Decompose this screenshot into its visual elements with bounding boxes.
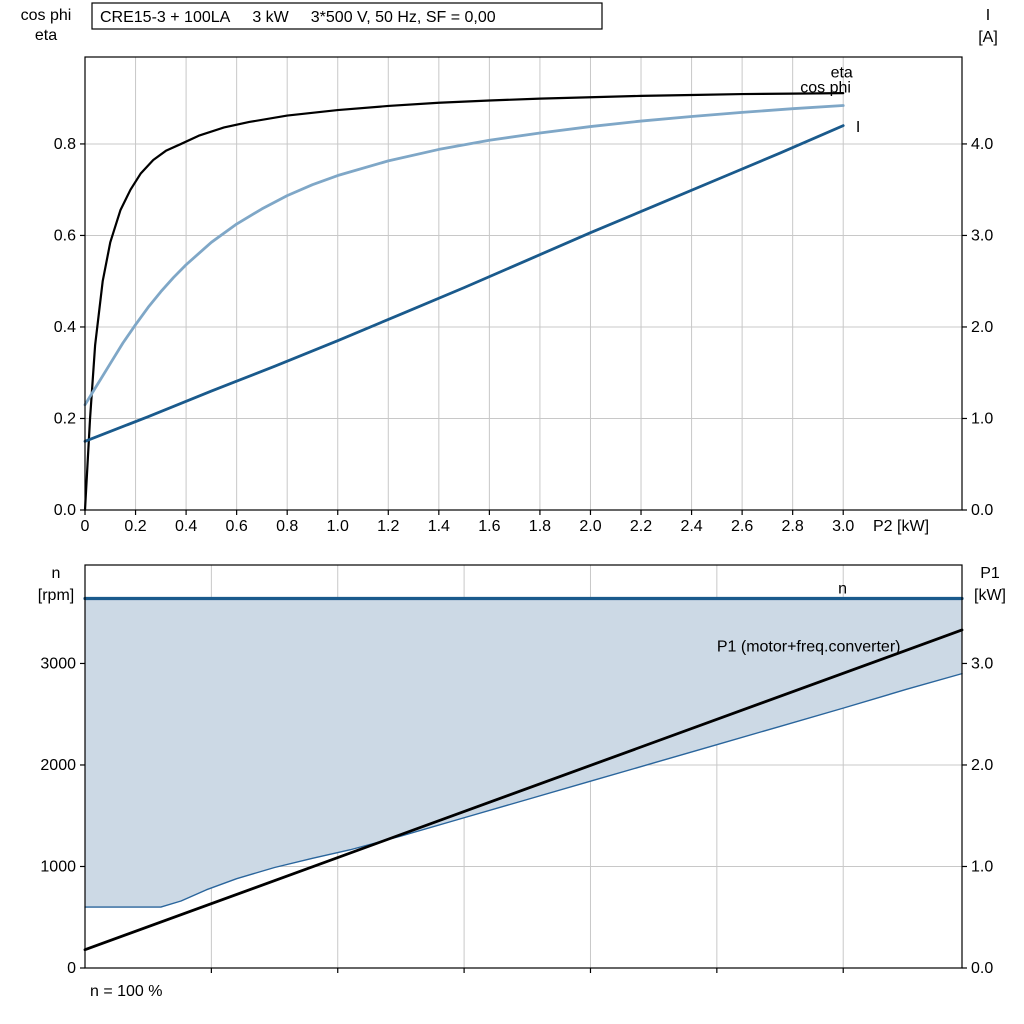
right-tick-label: 3.0 (971, 655, 993, 672)
left-tick-label: 0.8 (54, 136, 76, 153)
left-axis-corner-label: cos phi (21, 7, 72, 24)
right-tick-label: 1.0 (971, 410, 993, 427)
right-axis-corner-label: [kW] (974, 587, 1006, 604)
x-tick-label: 0 (81, 518, 90, 535)
series-label-P1: P1 (motor+freq.converter) (717, 638, 901, 655)
series-cos-phi (83, 104, 845, 407)
chart-title-box (91, 2, 603, 30)
x-tick-label: 0.2 (124, 518, 146, 535)
series-n-load (84, 672, 963, 908)
right-tick-label: 0.0 (971, 502, 993, 519)
x-tick-label: 3.0 (832, 518, 854, 535)
duty-range-fill (85, 598, 962, 908)
x-tick-label: 2.6 (731, 518, 753, 535)
right-tick-label: 2.0 (971, 319, 993, 336)
x-tick-label: 2.0 (579, 518, 601, 535)
left-tick-label: 2000 (40, 757, 76, 774)
left-tick-label: 3000 (40, 655, 76, 672)
right-axis-corner-label: [A] (978, 29, 998, 46)
series-eta (83, 92, 845, 512)
right-axis-corner-label: I (986, 7, 990, 24)
left-tick-label: 0.6 (54, 227, 76, 244)
plot-frame (84, 56, 963, 511)
lower-chart-canvas: 0 1000 2000 3000 0.0 1.0 2.0 3.0 P1 (motor+freq.… (38, 564, 1006, 1000)
upper-chart-canvas: 0 0.2 0.4 0.6 0.8 1.0 1.2 1.4 1.6 1.8 2.0 2.2 2.4 2.6… (21, 2, 998, 535)
x-tick-label: 2.8 (782, 518, 804, 535)
left-tick-label: 0.4 (54, 319, 76, 336)
series-label-eta: eta (831, 65, 853, 82)
left-axis-corner-label: n (52, 565, 61, 582)
left-tick-label: 0.0 (54, 502, 76, 519)
left-tick-label: 0 (67, 960, 76, 977)
x-tick-label: 2.2 (630, 518, 652, 535)
x-tick-label: 1.0 (327, 518, 349, 535)
x-axis-label: P2 [kW] (873, 518, 929, 535)
x-tick-label: 1.2 (377, 518, 399, 535)
series-I (83, 124, 845, 443)
left-axis-corner-label: [rpm] (38, 587, 74, 604)
footnote-speed-percent: n = 100 % (90, 983, 163, 1000)
left-tick-label: 1000 (40, 858, 76, 875)
series-P1 (83, 628, 964, 952)
right-tick-label: 4.0 (971, 136, 993, 153)
x-tick-label: 1.8 (529, 518, 551, 535)
right-axis-corner-label: P1 (980, 565, 1000, 582)
left-tick-label: 0.2 (54, 410, 76, 427)
chart-title: CRE15-3 + 100LA 3 kW 3*500 V, 50 Hz, SF = … (100, 9, 496, 26)
left-axis-corner-label: eta (35, 27, 57, 44)
x-tick-label: 0.4 (175, 518, 197, 535)
x-tick-label: 0.8 (276, 518, 298, 535)
series-label-I: I (856, 119, 860, 136)
right-tick-label: 3.0 (971, 227, 993, 244)
series-label-cos-phi: cos phi (800, 80, 851, 97)
x-tick-label: 1.6 (478, 518, 500, 535)
plot-frame (84, 564, 963, 969)
right-tick-label: 0.0 (971, 960, 993, 977)
x-tick-label: 2.4 (680, 518, 702, 535)
right-tick-label: 1.0 (971, 858, 993, 875)
right-tick-label: 2.0 (971, 757, 993, 774)
x-tick-label: 1.4 (428, 518, 450, 535)
x-tick-label: 0.6 (226, 518, 248, 535)
series-label-n: n (838, 580, 847, 597)
